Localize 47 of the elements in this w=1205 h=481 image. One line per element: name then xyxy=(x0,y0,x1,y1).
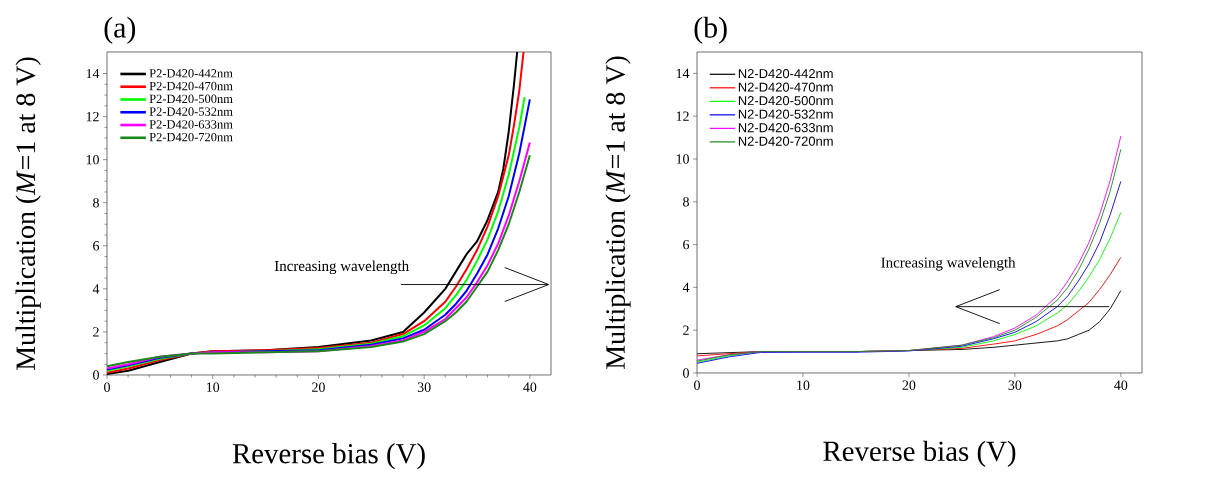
x-axis-title: Reverse bias (V) xyxy=(823,440,1016,467)
legend-label: P2-D420-500nm xyxy=(149,94,233,104)
y-axis-title: Multiplication (M=1 at 8 V) xyxy=(15,57,41,370)
legend-label: P2-D420-532nm xyxy=(149,107,233,116)
y-tick-label: 10 xyxy=(676,154,689,164)
chart-title: (a) xyxy=(104,16,136,44)
x-tick-label: 20 xyxy=(902,380,916,390)
y-tick-label: 2 xyxy=(93,327,99,337)
x-tick-label: 40 xyxy=(1114,380,1128,390)
legend-label: N2-D420-720nm xyxy=(738,136,833,146)
x-tick-label: 0 xyxy=(104,382,110,392)
y-tick-label: 12 xyxy=(86,111,99,122)
x-tick-label: 30 xyxy=(417,382,431,392)
y-tick-label: 14 xyxy=(676,68,690,78)
x-tick-label: 30 xyxy=(1008,380,1022,390)
line-series xyxy=(697,181,1122,364)
legend-label: P2-D420-633nm xyxy=(149,120,233,129)
legend-label: N2-D420-500nm xyxy=(738,96,833,106)
y-tick-label: 0 xyxy=(683,368,689,378)
x-tick-label: 20 xyxy=(312,382,325,392)
x-tick-label: 10 xyxy=(797,380,810,390)
y-tick-label: 10 xyxy=(86,154,99,165)
x-tick-label: 10 xyxy=(206,382,220,392)
y-tick-label: 0 xyxy=(93,370,99,380)
legend-label: N2-D420-532nm xyxy=(738,109,833,119)
x-tick-label: 0 xyxy=(694,380,700,390)
x-axis-title: Reverse bias (V) xyxy=(232,443,425,470)
legend-label: P2-D420-720nm xyxy=(149,132,233,142)
y-tick-label: 4 xyxy=(682,282,690,292)
y-tick-label: 4 xyxy=(92,284,100,294)
y-tick-label: 8 xyxy=(683,197,689,207)
annotation: Increasing wavelength xyxy=(274,260,409,275)
annotation: Increasing wavelength xyxy=(881,257,1016,271)
y-tick-label: 6 xyxy=(683,239,690,250)
y-axis-title: Multiplication (M=1 at 8 V) xyxy=(605,56,631,369)
legend-label: P2-D420-442nm xyxy=(149,69,233,78)
y-tick-label: 8 xyxy=(93,198,99,208)
y-tick-label: 2 xyxy=(683,325,689,335)
legend-label: N2-D420-470nm xyxy=(738,82,833,92)
legend-label: N2-D420-442nm xyxy=(738,69,833,79)
legend-label: N2-D420-633nm xyxy=(738,123,833,133)
chart-title: (b) xyxy=(694,16,727,44)
x-tick-label: 40 xyxy=(523,382,537,392)
y-tick-label: 12 xyxy=(676,111,689,121)
y-tick-label: 6 xyxy=(93,241,100,251)
legend-label: P2-D420-470nm xyxy=(149,81,233,91)
y-tick-label: 14 xyxy=(86,68,100,79)
